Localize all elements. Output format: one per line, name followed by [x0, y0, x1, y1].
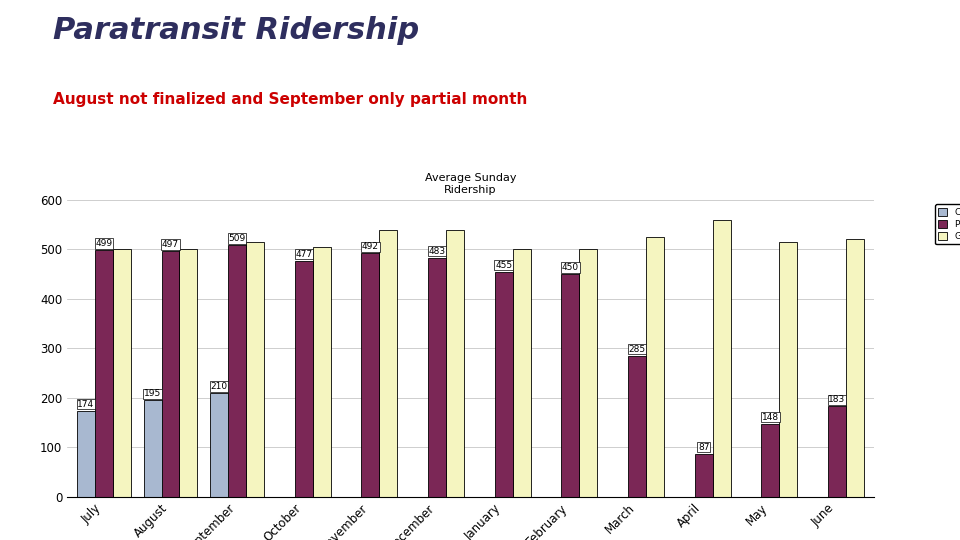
Text: 285: 285 — [629, 345, 645, 354]
Text: 497: 497 — [162, 240, 180, 249]
Text: 174: 174 — [78, 400, 94, 409]
Bar — [361, 253, 379, 497]
Bar — [513, 249, 531, 497]
Text: 455: 455 — [495, 261, 513, 269]
Bar — [113, 249, 131, 497]
Bar — [695, 454, 712, 497]
Bar — [828, 406, 846, 497]
Bar — [95, 250, 113, 497]
Text: 492: 492 — [362, 242, 379, 251]
Bar — [494, 272, 513, 497]
Bar — [580, 249, 597, 497]
Text: 210: 210 — [210, 382, 228, 391]
Text: 450: 450 — [562, 263, 579, 272]
Title: Average Sunday
Ridership: Average Sunday Ridership — [424, 173, 516, 195]
Bar — [628, 356, 646, 497]
Bar — [180, 249, 198, 497]
Text: 148: 148 — [761, 413, 779, 422]
Bar — [143, 400, 161, 497]
Bar — [246, 242, 264, 497]
Bar — [780, 242, 798, 497]
Bar — [228, 245, 246, 497]
Text: 195: 195 — [144, 389, 161, 399]
Bar — [761, 423, 780, 497]
Bar — [712, 220, 731, 497]
Bar — [846, 239, 864, 497]
Text: 477: 477 — [296, 249, 312, 259]
Bar — [295, 261, 313, 497]
Legend: Current Year, Prior Year, Goal: Current Year, Prior Year, Goal — [935, 204, 960, 244]
Bar — [428, 258, 446, 497]
Bar — [313, 247, 331, 497]
Text: 483: 483 — [428, 247, 445, 256]
Text: August not finalized and September only partial month: August not finalized and September only … — [53, 92, 527, 107]
Text: 183: 183 — [828, 395, 846, 404]
Text: Paratransit Ridership: Paratransit Ridership — [53, 16, 420, 45]
Bar — [446, 230, 464, 497]
Bar — [77, 410, 95, 497]
Text: 509: 509 — [228, 234, 246, 243]
Bar — [646, 237, 664, 497]
Bar — [210, 393, 228, 497]
Bar — [379, 230, 397, 497]
Bar — [161, 251, 180, 497]
Text: 499: 499 — [95, 239, 112, 248]
Text: 87: 87 — [698, 443, 709, 452]
Bar — [562, 274, 580, 497]
